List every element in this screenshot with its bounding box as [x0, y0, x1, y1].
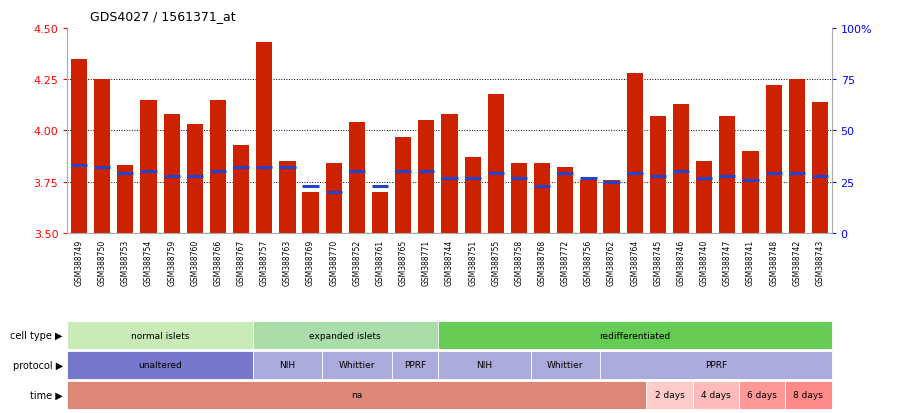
Bar	[349, 123, 365, 233]
Text: redifferentiated: redifferentiated	[599, 331, 671, 340]
Bar	[673, 104, 690, 233]
Bar	[603, 180, 619, 233]
Bar	[487, 94, 504, 233]
Bar	[164, 115, 180, 233]
Bar	[581, 180, 597, 233]
Text: NIH: NIH	[476, 361, 493, 370]
Text: protocol ▶: protocol ▶	[13, 360, 63, 370]
Bar	[627, 74, 643, 233]
Bar	[650, 117, 666, 233]
Bar	[511, 164, 527, 233]
Bar	[94, 80, 111, 233]
Text: expanded islets: expanded islets	[309, 331, 381, 340]
Text: normal islets: normal islets	[131, 331, 189, 340]
Text: unaltered: unaltered	[138, 361, 182, 370]
Text: 2 days: 2 days	[654, 390, 684, 399]
Bar	[302, 192, 318, 233]
Bar	[280, 162, 296, 233]
Bar	[140, 100, 156, 233]
Bar	[418, 121, 434, 233]
Bar	[557, 168, 574, 233]
Bar	[325, 164, 342, 233]
Bar	[71, 59, 87, 233]
Bar	[441, 115, 458, 233]
Bar	[788, 80, 805, 233]
Bar	[766, 86, 782, 233]
Bar	[743, 152, 759, 233]
Bar	[534, 164, 550, 233]
Bar	[233, 145, 249, 233]
Bar	[719, 117, 735, 233]
Bar	[187, 125, 203, 233]
Bar	[372, 192, 388, 233]
Text: Whittier: Whittier	[547, 361, 583, 370]
Text: na: na	[352, 390, 362, 399]
Bar	[256, 43, 272, 233]
Bar	[465, 158, 481, 233]
Text: Whittier: Whittier	[339, 361, 375, 370]
Text: 6 days: 6 days	[747, 390, 777, 399]
Text: GDS4027 / 1561371_at: GDS4027 / 1561371_at	[90, 10, 236, 23]
Text: PPRF: PPRF	[705, 361, 727, 370]
Text: 8 days: 8 days	[794, 390, 823, 399]
Bar	[696, 162, 712, 233]
Text: PPRF: PPRF	[404, 361, 426, 370]
Text: 4 days: 4 days	[701, 390, 731, 399]
Bar	[209, 100, 226, 233]
Bar	[812, 102, 828, 233]
Text: time ▶: time ▶	[31, 390, 63, 400]
Bar	[395, 137, 411, 233]
Text: NIH: NIH	[280, 361, 296, 370]
Text: cell type ▶: cell type ▶	[11, 330, 63, 340]
Bar	[117, 166, 133, 233]
